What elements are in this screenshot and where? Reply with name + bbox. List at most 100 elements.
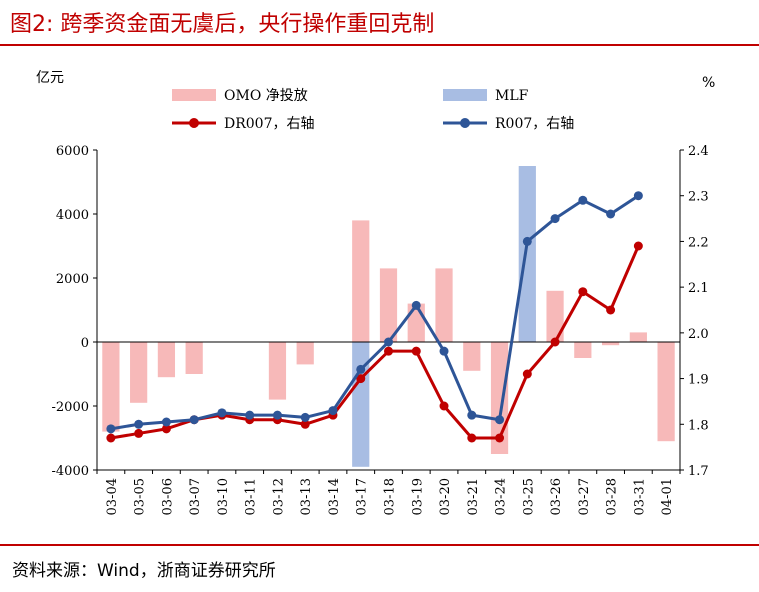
bar-omo-03-26 [546,290,564,342]
x-tick-label: 03-27 [577,478,592,515]
legend-dr007-marker [189,118,199,128]
bar-mlf-03-17 [352,342,370,467]
bar-omo-03-20 [435,268,453,342]
left-tick-label: 6000 [56,144,89,159]
point-r007-03-27 [578,195,588,205]
point-dr007-03-31 [633,241,643,251]
point-dr007-03-24 [495,433,505,443]
point-r007-03-18 [384,337,393,347]
right-tick-label: 2.3 [688,190,709,205]
point-r007-03-13 [300,412,310,422]
bar-omo-03-12 [268,342,287,400]
point-dr007-03-13 [300,419,310,429]
x-tick-label: 03-11 [244,478,259,515]
x-tick-label: 03-17 [355,478,370,515]
point-r007-03-10 [217,408,227,418]
bar-omo-03-18 [379,268,398,342]
legend-mlf-swatch [443,89,487,101]
source-note: 资料来源：Wind，浙商证券研究所 [12,561,276,581]
left-axis-unit: 亿元 [36,70,64,86]
bar-omo-03-21 [463,342,481,371]
legend-mlf-label: MLF [495,88,529,104]
x-tick-label: 03-14 [327,478,342,515]
point-dr007-03-06 [161,424,171,434]
right-tick-label: 1.7 [688,464,709,479]
legend-dr007-label: DR007，右轴 [224,116,315,132]
x-tick-label: 03-07 [188,478,203,515]
x-tick-label: 03-13 [299,478,314,515]
point-r007-03-05 [134,419,144,429]
point-r007-03-21 [467,410,477,420]
bar-omo-03-06 [157,342,176,378]
x-tick-label: 03-31 [632,478,647,515]
right-tick-label: 2.0 [688,327,709,342]
left-tick-label: -4000 [52,464,89,479]
point-dr007-03-27 [578,287,588,297]
left-tick-label: 4000 [56,208,89,223]
x-tick-label: 03-26 [549,478,564,515]
legend-omo-label: OMO 净投放 [224,88,308,104]
point-r007-03-04 [106,424,116,434]
x-tick-label: 03-05 [133,478,148,515]
right-tick-label: 2.2 [688,235,709,250]
x-tick-label: 04-01 [660,478,675,515]
point-dr007-03-25 [522,369,532,379]
right-tick-label: 1.9 [688,373,709,388]
legend-omo-swatch [172,89,216,101]
x-tick-label: 03-25 [521,478,536,515]
figure-title: 图2: 跨季资金面无虞后，央行操作重回克制 [10,12,435,37]
point-dr007-03-05 [134,428,144,438]
point-dr007-03-26 [550,337,560,347]
point-dr007-03-18 [384,346,393,356]
point-r007-03-24 [495,415,505,425]
point-dr007-03-19 [411,346,421,356]
right-axis-unit: % [702,75,715,91]
x-tick-label: 03-21 [466,478,481,515]
bar-omo-03-28 [601,342,620,346]
bar-omo-03-27 [574,342,592,358]
x-tick-label: 03-06 [160,478,175,515]
left-tick-label: 0 [81,336,89,351]
point-r007-03-06 [161,417,171,427]
point-r007-03-11 [245,410,255,420]
x-tick-label: 03-04 [105,478,120,515]
point-r007-03-20 [439,346,449,356]
top-rule [0,44,759,46]
point-r007-03-26 [550,214,560,224]
line-r007 [110,194,640,431]
legend-r007-marker [460,118,470,128]
legend-r007-label: R007，右轴 [495,116,574,132]
bottom-rule [0,544,759,546]
bar-mlf-03-25 [518,166,536,342]
point-dr007-03-04 [106,433,116,443]
bar-omo-03-07 [185,342,203,374]
left-tick-label: 2000 [56,272,89,287]
point-r007-03-14 [328,406,338,416]
x-tick-label: 03-24 [494,478,509,515]
point-dr007-03-28 [606,305,616,315]
bar-omo-03-31 [629,332,647,342]
bar-omo-04-01 [657,342,675,442]
x-tick-label: 03-20 [438,478,453,515]
bar-omo-03-04 [102,342,120,432]
x-tick-label: 03-12 [271,478,286,515]
point-r007-03-17 [356,364,366,374]
right-tick-label: 1.8 [688,418,709,433]
point-r007-03-28 [606,209,616,219]
point-dr007-03-17 [356,374,366,384]
bar-omo-03-05 [130,342,148,403]
x-tick-label: 03-10 [216,478,231,515]
x-tick-label: 03-19 [410,478,425,515]
x-tick-label: 03-18 [383,478,398,515]
bar-omo-03-17 [352,220,370,342]
x-tick-label: 03-28 [605,478,620,515]
point-dr007-03-20 [439,401,449,411]
left-tick-label: -2000 [52,400,89,415]
point-r007-03-25 [522,236,532,246]
point-r007-03-19 [411,300,421,310]
point-dr007-03-21 [467,433,477,443]
point-r007-03-07 [189,415,199,425]
point-r007-03-12 [272,410,282,420]
bar-omo-03-13 [296,342,314,365]
